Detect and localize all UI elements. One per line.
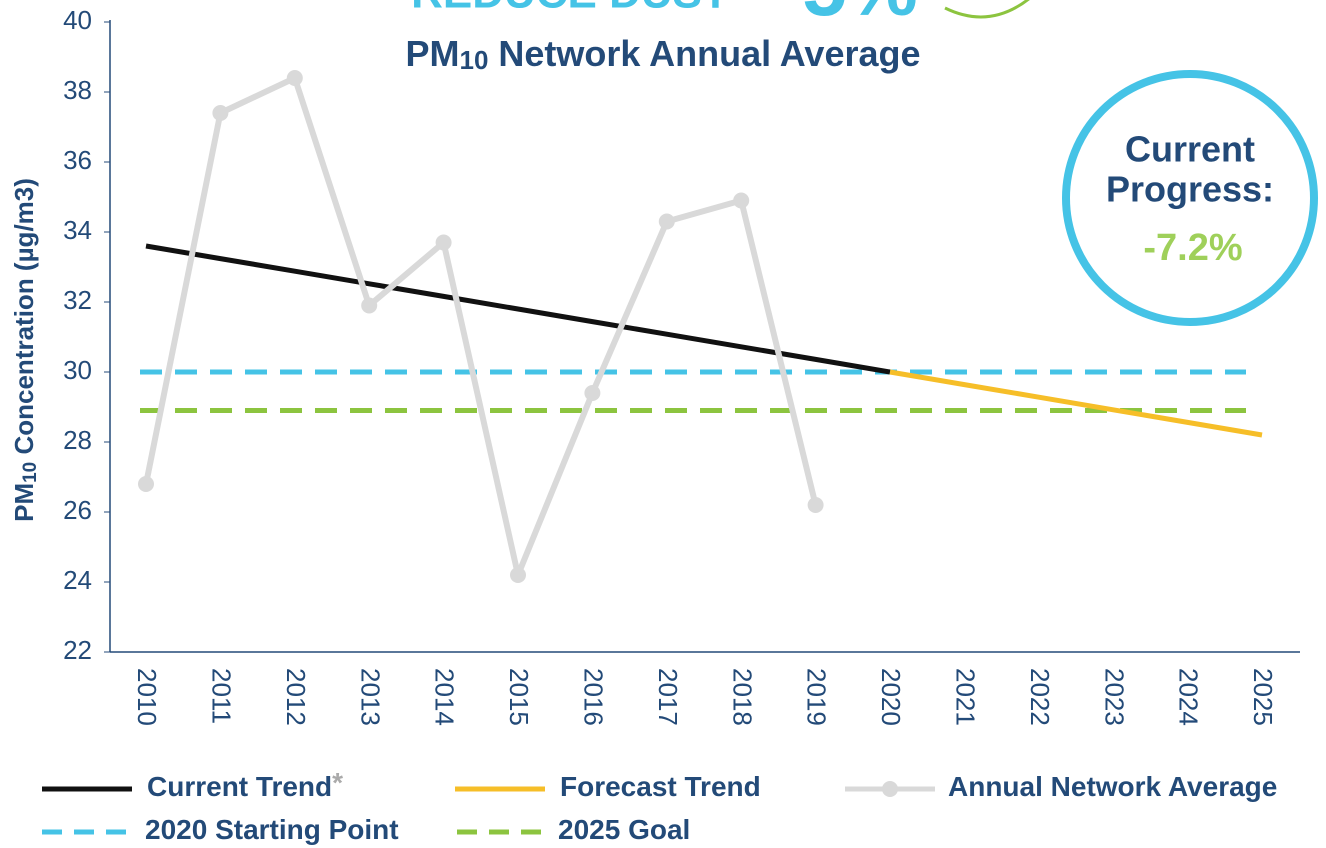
data-point xyxy=(658,213,675,230)
legend-label: Annual Network Average xyxy=(948,771,1277,802)
x-tick-label: 2014 xyxy=(430,668,460,726)
legend-name: 2025 Goal xyxy=(558,814,690,845)
x-tick-label: 2020 xyxy=(876,668,906,726)
legend-label: Current Trend* xyxy=(147,767,343,802)
data-point xyxy=(361,297,378,314)
x-tick-label: 2023 xyxy=(1099,668,1129,726)
series-line xyxy=(143,75,819,578)
x-tick-label: 2019 xyxy=(802,668,832,726)
y-tick-label: 30 xyxy=(63,355,92,385)
series-line xyxy=(889,369,1263,438)
y-tick-label: 24 xyxy=(63,565,92,595)
y-tick-label: 40 xyxy=(63,5,92,35)
y-label-rest: Concentration (µg/m3) xyxy=(9,178,39,462)
data-point xyxy=(584,385,601,401)
y-label-sub: 10 xyxy=(20,462,41,483)
legend-label: 2020 Starting Point xyxy=(145,814,399,845)
x-tick-label: 2010 xyxy=(132,668,162,726)
series-line xyxy=(145,243,891,375)
footnote-marker: * xyxy=(332,767,343,798)
x-tick-label: 2017 xyxy=(653,668,683,726)
x-tick-label: 2015 xyxy=(504,668,534,726)
y-tick-label: 28 xyxy=(63,425,92,455)
data-point xyxy=(807,497,824,513)
x-tick-label: 2022 xyxy=(1025,668,1055,726)
badge-title: Progress: xyxy=(1106,169,1274,210)
legend-name: Annual Network Average xyxy=(948,771,1277,802)
legend-label: 2025 Goal xyxy=(558,814,690,845)
data-point xyxy=(286,70,303,86)
x-tick-label: 2025 xyxy=(1248,668,1278,726)
x-tick-label: 2016 xyxy=(579,668,609,726)
y-tick-label: 34 xyxy=(63,215,92,245)
data-point xyxy=(510,567,526,583)
data-point xyxy=(212,105,229,121)
data-point xyxy=(138,476,154,492)
title-rest: Network Annual Average xyxy=(488,33,920,74)
y-label-main: PM xyxy=(9,483,39,522)
legend-name: Current Trend xyxy=(147,771,332,802)
legend-name: Forecast Trend xyxy=(560,771,761,802)
x-tick-label: 2013 xyxy=(355,668,385,726)
x-tick-label: 2012 xyxy=(281,668,311,726)
y-tick-label: 26 xyxy=(63,495,92,525)
badge-value: -7.2% xyxy=(1143,227,1242,269)
y-tick-label: 22 xyxy=(63,635,92,665)
legend-marker xyxy=(882,781,898,797)
y-tick-label: 36 xyxy=(63,145,92,175)
title-main: PM xyxy=(405,33,459,74)
data-point xyxy=(733,192,750,209)
x-tick-label: 2018 xyxy=(727,668,757,726)
x-tick-label: 2011 xyxy=(207,668,237,724)
progress-badge xyxy=(1062,70,1318,326)
title-sub: 10 xyxy=(459,45,488,75)
chart-title: PM10 Network Annual Average xyxy=(405,33,920,75)
badge-title: Current xyxy=(1125,129,1255,170)
x-tick-label: 2024 xyxy=(1174,668,1204,726)
legend-name: 2020 Starting Point xyxy=(145,814,399,845)
banner-value: 5% xyxy=(802,0,918,32)
y-tick-label: 32 xyxy=(63,285,92,315)
data-point xyxy=(435,234,452,251)
leaf-icon xyxy=(944,0,1030,19)
legend-label: Forecast Trend xyxy=(560,771,761,802)
x-tick-label: 2021 xyxy=(951,668,981,726)
y-tick-label: 38 xyxy=(63,75,92,105)
y-axis-label: PM10 Concentration (µg/m3) xyxy=(9,178,41,522)
banner: REDUCE DUST xyxy=(411,0,729,18)
